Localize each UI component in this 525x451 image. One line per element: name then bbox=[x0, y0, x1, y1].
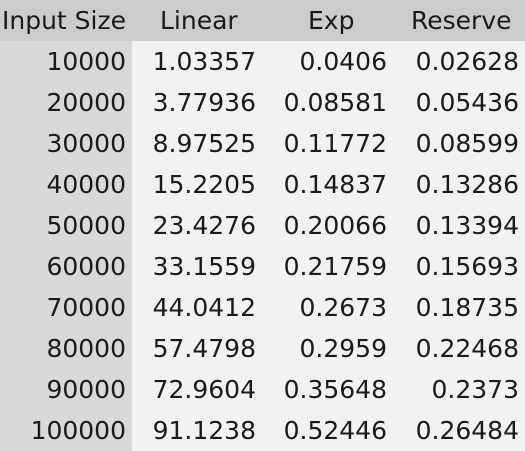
table-row: 50000 23.4276 0.20066 0.13394 bbox=[0, 205, 525, 246]
row-header-cell[interactable]: 10000 bbox=[0, 41, 132, 82]
table-row: 20000 3.77936 0.08581 0.05436 bbox=[0, 82, 525, 123]
table-cell-reserve[interactable]: 0.13394 bbox=[393, 205, 525, 246]
table-cell-reserve[interactable]: 0.26484 bbox=[393, 410, 525, 451]
row-header-cell[interactable]: 100000 bbox=[0, 410, 132, 451]
table-row: 60000 33.1559 0.21759 0.15693 bbox=[0, 246, 525, 287]
row-header-cell[interactable]: 80000 bbox=[0, 328, 132, 369]
row-header-cell[interactable]: 50000 bbox=[0, 205, 132, 246]
table-row: 100000 91.1238 0.52446 0.26484 bbox=[0, 410, 525, 451]
table-cell-linear[interactable]: 72.9604 bbox=[132, 369, 262, 410]
header-row: Input Size Linear Exp Reserve bbox=[0, 0, 525, 41]
table-cell-exp[interactable]: 0.35648 bbox=[262, 369, 393, 410]
table-cell-reserve[interactable]: 0.13286 bbox=[393, 164, 525, 205]
table-cell-reserve[interactable]: 0.18735 bbox=[393, 287, 525, 328]
column-header-input-size[interactable]: Input Size bbox=[0, 0, 132, 41]
column-header-linear[interactable]: Linear bbox=[132, 0, 262, 41]
column-header-exp[interactable]: Exp bbox=[262, 0, 393, 41]
table-cell-exp[interactable]: 0.21759 bbox=[262, 246, 393, 287]
table-cell-exp[interactable]: 0.0406 bbox=[262, 41, 393, 82]
table-cell-linear[interactable]: 3.77936 bbox=[132, 82, 262, 123]
table-cell-exp[interactable]: 0.11772 bbox=[262, 123, 393, 164]
table-cell-reserve[interactable]: 0.2373 bbox=[393, 369, 525, 410]
row-header-cell[interactable]: 20000 bbox=[0, 82, 132, 123]
table-row: 40000 15.2205 0.14837 0.13286 bbox=[0, 164, 525, 205]
table-cell-linear[interactable]: 44.0412 bbox=[132, 287, 262, 328]
table-cell-reserve[interactable]: 0.08599 bbox=[393, 123, 525, 164]
table-cell-reserve[interactable]: 0.05436 bbox=[393, 82, 525, 123]
table-cell-reserve[interactable]: 0.02628 bbox=[393, 41, 525, 82]
table-cell-exp[interactable]: 0.20066 bbox=[262, 205, 393, 246]
row-header-cell[interactable]: 40000 bbox=[0, 164, 132, 205]
table-cell-linear[interactable]: 1.03357 bbox=[132, 41, 262, 82]
table-cell-linear[interactable]: 57.4798 bbox=[132, 328, 262, 369]
table-cell-linear[interactable]: 15.2205 bbox=[132, 164, 262, 205]
table-cell-linear[interactable]: 8.97525 bbox=[132, 123, 262, 164]
table-row: 30000 8.97525 0.11772 0.08599 bbox=[0, 123, 525, 164]
table-row: 70000 44.0412 0.2673 0.18735 bbox=[0, 287, 525, 328]
table-cell-linear[interactable]: 91.1238 bbox=[132, 410, 262, 451]
table-cell-linear[interactable]: 23.4276 bbox=[132, 205, 262, 246]
row-header-cell[interactable]: 60000 bbox=[0, 246, 132, 287]
table-row: 90000 72.9604 0.35648 0.2373 bbox=[0, 369, 525, 410]
table-cell-exp[interactable]: 0.14837 bbox=[262, 164, 393, 205]
column-header-reserve[interactable]: Reserve bbox=[393, 0, 525, 41]
row-header-cell[interactable]: 30000 bbox=[0, 123, 132, 164]
table-cell-exp[interactable]: 0.08581 bbox=[262, 82, 393, 123]
table-cell-exp[interactable]: 0.2673 bbox=[262, 287, 393, 328]
table-cell-exp[interactable]: 0.52446 bbox=[262, 410, 393, 451]
table-cell-linear[interactable]: 33.1559 bbox=[132, 246, 262, 287]
table-cell-reserve[interactable]: 0.22468 bbox=[393, 328, 525, 369]
row-header-cell[interactable]: 90000 bbox=[0, 369, 132, 410]
table-cell-exp[interactable]: 0.2959 bbox=[262, 328, 393, 369]
table-cell-reserve[interactable]: 0.15693 bbox=[393, 246, 525, 287]
table-row: 10000 1.03357 0.0406 0.02628 bbox=[0, 41, 525, 82]
table-row: 80000 57.4798 0.2959 0.22468 bbox=[0, 328, 525, 369]
row-header-cell[interactable]: 70000 bbox=[0, 287, 132, 328]
